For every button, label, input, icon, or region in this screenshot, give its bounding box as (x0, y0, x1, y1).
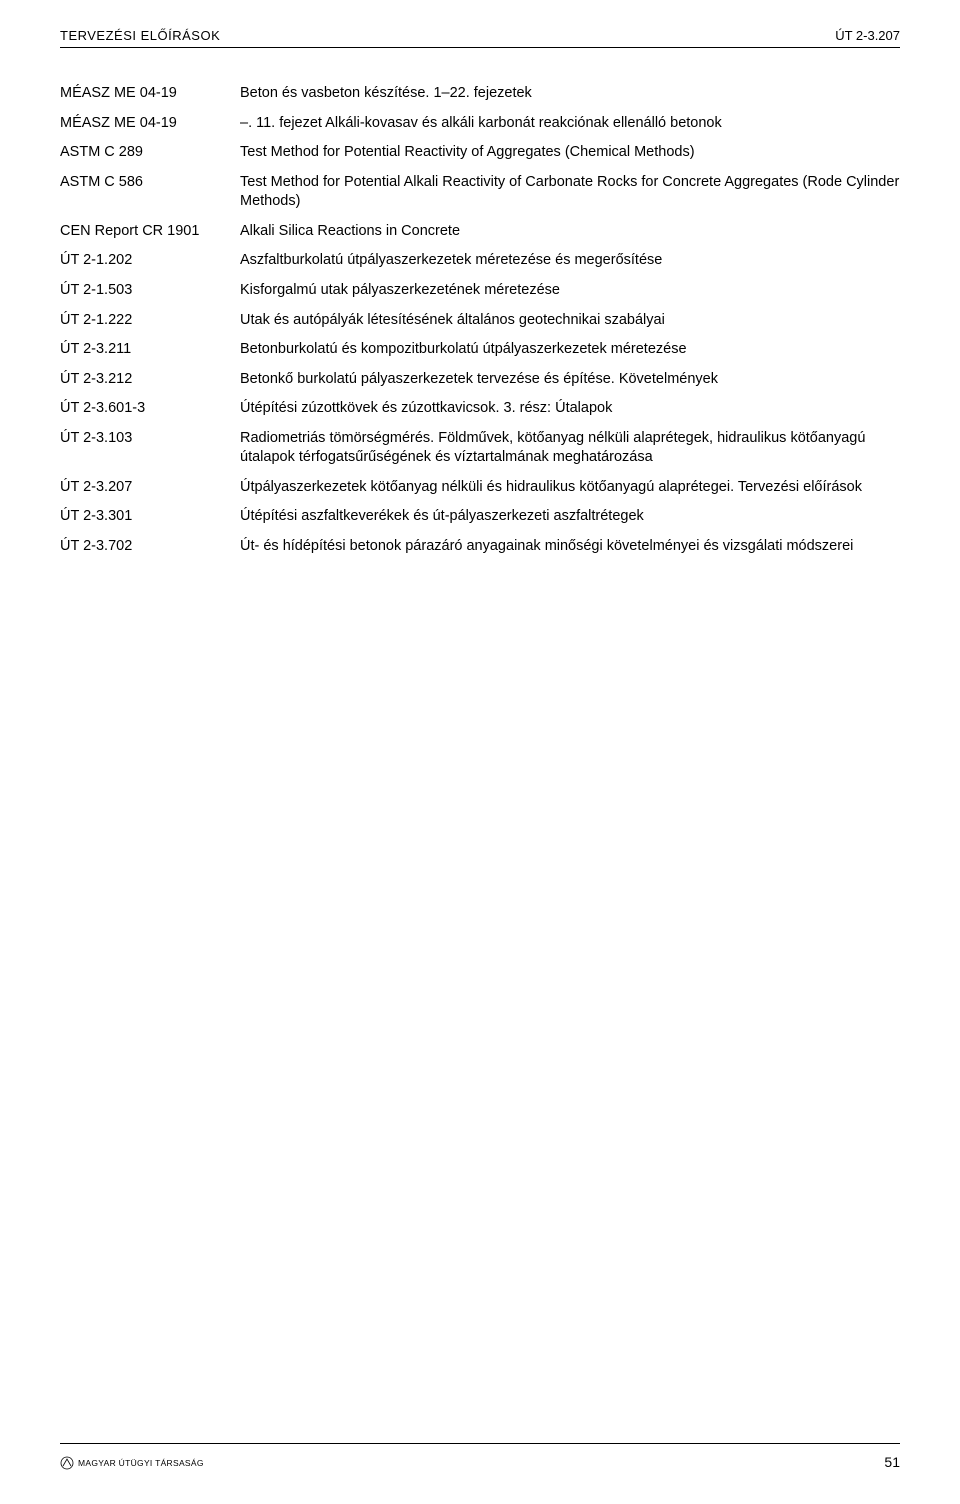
standard-code: ÚT 2-3.702 (60, 537, 240, 557)
standard-desc: Alkali Silica Reactions in Concrete (240, 222, 900, 242)
standard-desc: –. 11. fejezet Alkáli-kovasav és alkáli … (240, 114, 900, 134)
table-row: ASTM C 586 Test Method for Potential Alk… (60, 173, 900, 212)
standard-code: ÚT 2-3.211 (60, 340, 240, 360)
table-row: MÉASZ ME 04-19 –. 11. fejezet Alkáli-kov… (60, 114, 900, 134)
table-row: ÚT 2-3.211 Betonburkolatú és kompozitbur… (60, 340, 900, 360)
page-number: 51 (884, 1454, 900, 1470)
standard-desc: Betonburkolatú és kompozitburkolatú útpá… (240, 340, 900, 360)
page-header: TERVEZÉSI ELŐÍRÁSOK ÚT 2-3.207 (60, 28, 900, 48)
table-row: CEN Report CR 1901 Alkali Silica Reactio… (60, 222, 900, 242)
standard-desc: Kisforgalmú utak pályaszerkezetének mére… (240, 281, 900, 301)
standard-code: MÉASZ ME 04-19 (60, 84, 240, 104)
page-container: TERVEZÉSI ELŐÍRÁSOK ÚT 2-3.207 MÉASZ ME … (0, 0, 960, 1504)
table-row: ÚT 2-3.601-3 Útépítési zúzottkövek és zú… (60, 399, 900, 419)
table-row: ÚT 2-1.503 Kisforgalmú utak pályaszerkez… (60, 281, 900, 301)
table-row: ÚT 2-1.202 Aszfaltburkolatú útpályaszerk… (60, 251, 900, 271)
table-row: ÚT 2-3.207 Útpályaszerkezetek kötőanyag … (60, 478, 900, 498)
standard-code: CEN Report CR 1901 (60, 222, 240, 242)
header-left: TERVEZÉSI ELŐÍRÁSOK (60, 28, 220, 43)
standard-desc: Útpályaszerkezetek kötőanyag nélküli és … (240, 478, 900, 498)
standard-desc: Test Method for Potential Reactivity of … (240, 143, 900, 163)
standard-desc: Betonkő burkolatú pályaszerkezetek terve… (240, 370, 900, 390)
footer-org-text: MAGYAR ÚTÜGYI TÁRSASÁG (78, 1458, 204, 1468)
standard-desc: Útépítési aszfaltkeverékek és út-pályasz… (240, 507, 900, 527)
standard-code: ÚT 2-1.202 (60, 251, 240, 271)
table-row: ÚT 2-3.212 Betonkő burkolatú pályaszerke… (60, 370, 900, 390)
standard-code: ÚT 2-3.301 (60, 507, 240, 527)
table-row: ÚT 2-3.702 Út- és hídépítési betonok pár… (60, 537, 900, 557)
standard-code: ÚT 2-3.212 (60, 370, 240, 390)
standard-desc: Test Method for Potential Alkali Reactiv… (240, 173, 900, 212)
page-footer: MAGYAR ÚTÜGYI TÁRSASÁG 51 (60, 1443, 900, 1470)
standard-desc: Radiometriás tömörségmérés. Földművek, k… (240, 429, 900, 468)
table-row: ÚT 2-3.301 Útépítési aszfaltkeverékek és… (60, 507, 900, 527)
table-row: MÉASZ ME 04-19 Beton és vasbeton készíté… (60, 84, 900, 104)
footer-divider (60, 1443, 900, 1444)
standards-list: MÉASZ ME 04-19 Beton és vasbeton készíté… (60, 84, 900, 557)
standard-code: ÚT 2-3.601-3 (60, 399, 240, 419)
standard-code: MÉASZ ME 04-19 (60, 114, 240, 134)
standard-desc: Útépítési zúzottkövek és zúzottkavicsok.… (240, 399, 900, 419)
standard-code: ASTM C 289 (60, 143, 240, 163)
table-row: ASTM C 289 Test Method for Potential Rea… (60, 143, 900, 163)
standard-desc: Utak és autópályák létesítésének általán… (240, 311, 900, 331)
header-right: ÚT 2-3.207 (835, 28, 900, 43)
standard-desc: Út- és hídépítési betonok párazáró anyag… (240, 537, 900, 557)
standard-desc: Aszfaltburkolatú útpályaszerkezetek mére… (240, 251, 900, 271)
standard-code: ÚT 2-3.207 (60, 478, 240, 498)
org-logo-icon (60, 1456, 74, 1470)
footer-org: MAGYAR ÚTÜGYI TÁRSASÁG (60, 1456, 204, 1470)
standard-code: ÚT 2-3.103 (60, 429, 240, 468)
table-row: ÚT 2-1.222 Utak és autópályák létesítésé… (60, 311, 900, 331)
standard-code: ÚT 2-1.503 (60, 281, 240, 301)
footer-row: MAGYAR ÚTÜGYI TÁRSASÁG 51 (60, 1454, 900, 1470)
standard-code: ASTM C 586 (60, 173, 240, 212)
standard-desc: Beton és vasbeton készítése. 1–22. fejez… (240, 84, 900, 104)
table-row: ÚT 2-3.103 Radiometriás tömörségmérés. F… (60, 429, 900, 468)
standard-code: ÚT 2-1.222 (60, 311, 240, 331)
